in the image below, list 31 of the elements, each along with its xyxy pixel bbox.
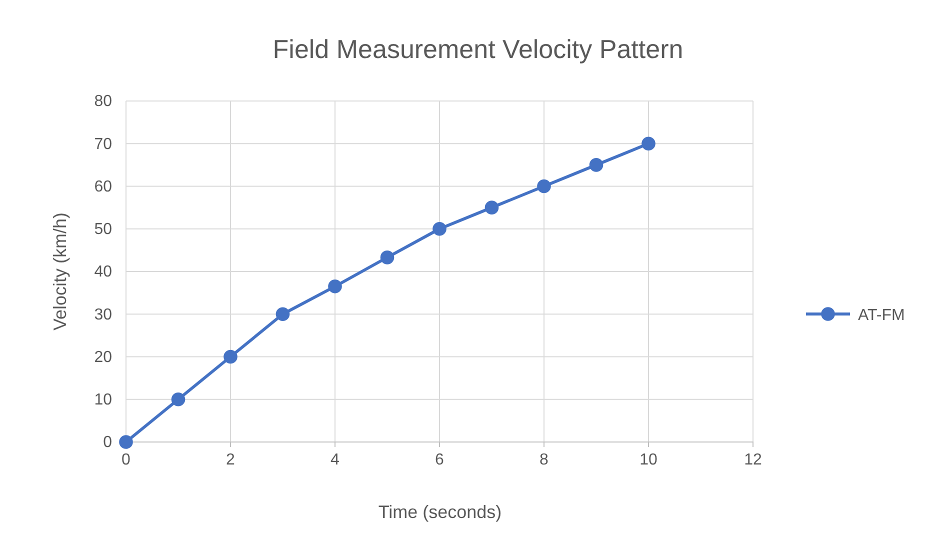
point (642, 136, 656, 151)
x-tick-label: 10 (640, 451, 658, 468)
y-tick-label: 0 (103, 434, 112, 452)
point (171, 392, 186, 406)
y-tick-label: 20 (94, 348, 112, 366)
chart-title: Field Measurement Velocity Pattern (272, 34, 684, 64)
point (537, 179, 551, 194)
y-tick-label: 60 (94, 178, 112, 196)
x-axis-title: Time (seconds) (378, 502, 502, 522)
legend-label: AT-FM (858, 307, 905, 324)
point (380, 250, 394, 264)
point (276, 307, 290, 322)
y-tick-label: 40 (94, 264, 112, 281)
y-tick-label: 30 (94, 306, 112, 324)
x-tick-label: 8 (540, 451, 549, 468)
point (484, 200, 499, 214)
x-tick-label: 2 (226, 451, 236, 468)
y-tick-label: 50 (94, 220, 112, 238)
point (589, 158, 604, 172)
point (328, 280, 342, 294)
y-tick-label: 70 (94, 136, 112, 153)
y-axis-title: Velocity (km/h) (50, 212, 70, 331)
x-tick-label: 12 (744, 451, 762, 468)
y-tick-label: 80 (94, 93, 112, 110)
point (432, 222, 446, 236)
x-tick-label: 6 (435, 451, 444, 468)
point (224, 350, 238, 364)
y-tick-label: 10 (94, 391, 112, 408)
x-tick-label: 0 (122, 451, 131, 468)
point (119, 435, 133, 449)
x-tick-label: 4 (330, 451, 340, 468)
